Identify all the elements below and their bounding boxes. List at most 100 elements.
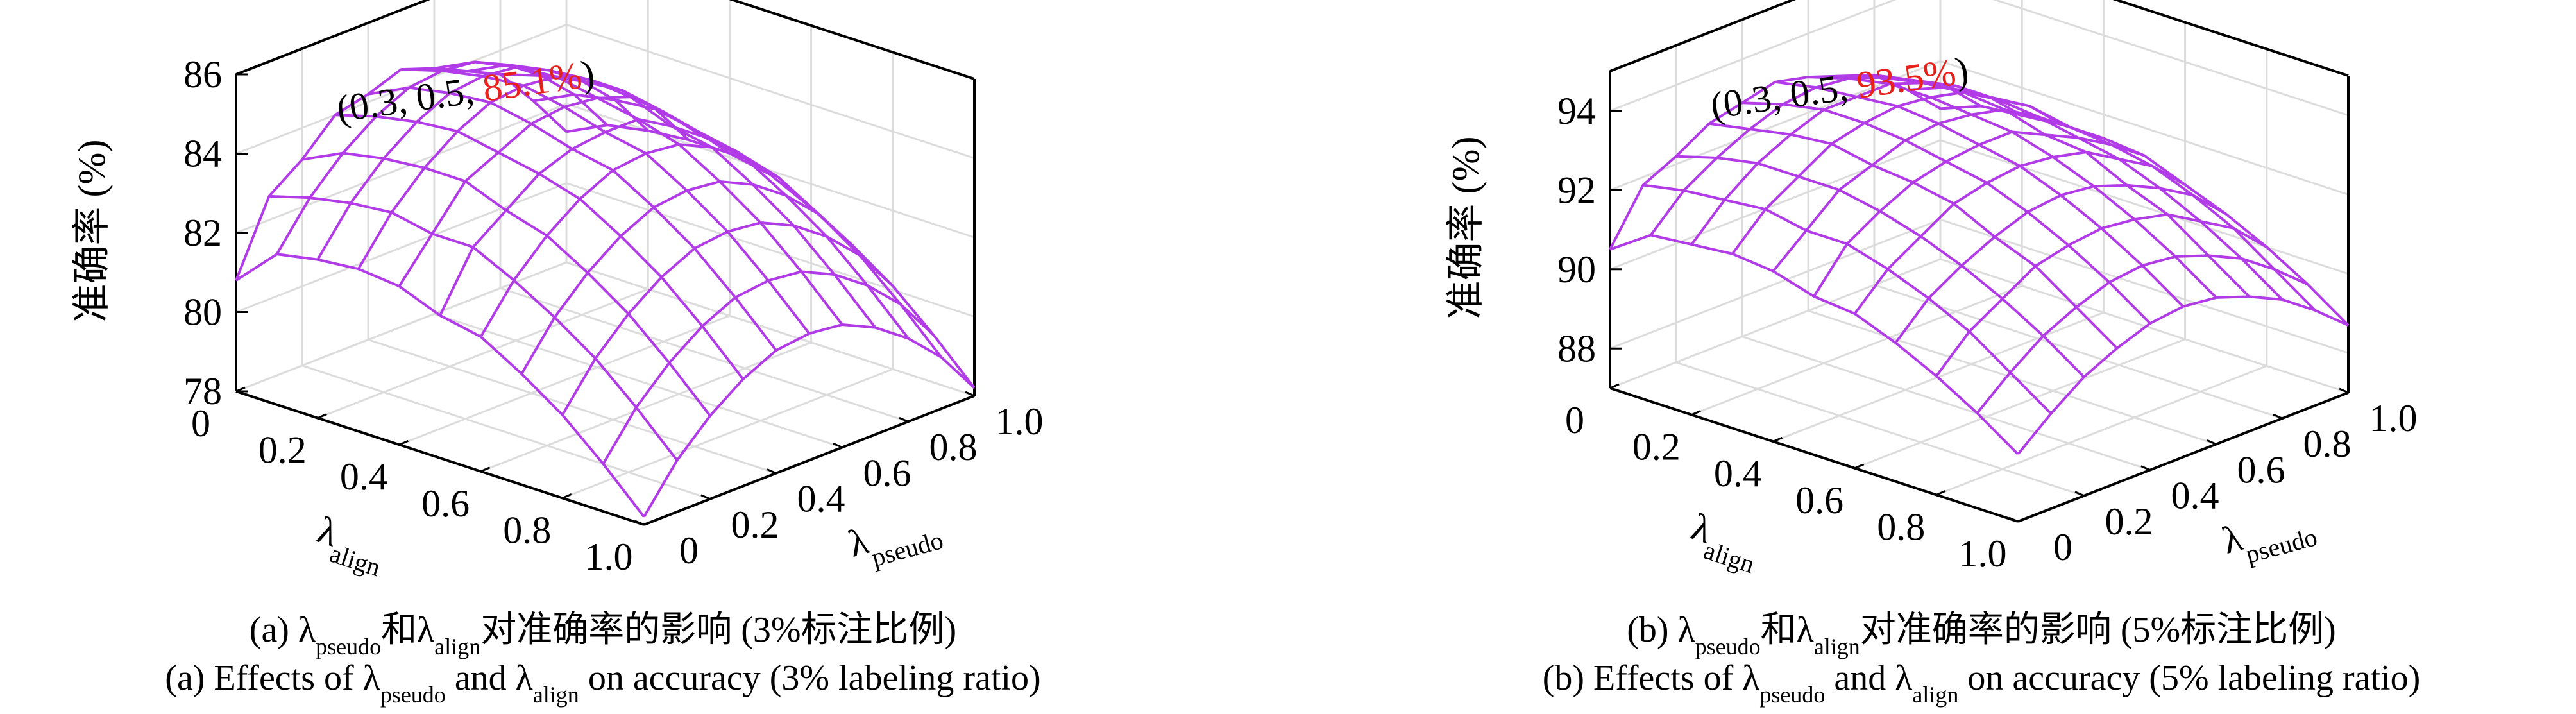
grid-line: [1691, 285, 2022, 416]
tick-mark: [767, 468, 777, 474]
x-tick-label: 0.4: [1714, 452, 1762, 495]
x-tick-label: 0.8: [1877, 506, 1925, 548]
y-tick-label: 0.4: [797, 478, 845, 520]
text-segment: pseudo: [1759, 682, 1825, 708]
text-segment: align: [1700, 535, 1758, 579]
surface-line: [1775, 80, 2184, 308]
grid-line: [1609, 0, 1897, 112]
highlight: 93.5%: [1854, 51, 1958, 106]
caption: (b) λpseudo和λalign对准确率的影响 (5%标注比例): [1627, 610, 2336, 659]
x-axis-label: λalign: [1682, 506, 1766, 579]
tick-mark: [2339, 387, 2349, 394]
z-tick-label: 92: [1557, 169, 1596, 211]
grid-line: [1940, 258, 2349, 394]
text-segment: pseudo: [1695, 634, 1761, 659]
text-segment: (a) λ: [250, 610, 316, 650]
y-tick-label: 0: [679, 529, 699, 572]
y-axis-label: λpseudo: [2217, 497, 2319, 573]
tick-mark: [480, 466, 491, 473]
text-segment: align: [1814, 634, 1860, 659]
text-segment: (0.3, 0.5,: [1708, 65, 1860, 127]
grid-line: [1992, 0, 2349, 117]
z-axis-label: 准确率 (%): [71, 140, 113, 323]
grid-line: [566, 24, 975, 159]
tick-mark: [1772, 436, 1783, 443]
grid-line: [480, 341, 812, 473]
x-tick-label: 0.2: [258, 429, 307, 472]
tick-mark: [2140, 465, 2151, 471]
text-segment: (b) λ: [1627, 610, 1695, 650]
tick-mark: [2074, 491, 2085, 497]
tick-mark: [2008, 516, 2019, 523]
tick-mark: [833, 443, 843, 448]
tick-mark: [398, 439, 409, 446]
tick-mark: [2017, 516, 2028, 523]
grid-line: [235, 103, 567, 234]
tick-mark: [1854, 463, 1865, 470]
axis-line: [2017, 391, 2349, 523]
tick-mark: [1691, 410, 1701, 416]
surface-line: [398, 96, 731, 287]
y-tick-label: 0.8: [929, 426, 978, 468]
surface-line: [1741, 101, 2151, 325]
grid-line: [566, 103, 975, 239]
grid-line: [500, 287, 909, 423]
text-segment: 对准确率的影响 (5%标注比例): [1860, 610, 2336, 650]
text-segment: align: [533, 682, 579, 708]
grid-line: [1675, 361, 2085, 497]
y-tick-label: 0.2: [731, 504, 779, 546]
x-tick-label: 0.8: [503, 509, 551, 551]
grid-line: [1874, 284, 2283, 420]
x-tick-label: 0.6: [421, 482, 470, 525]
axis-line: [235, 0, 430, 76]
surface-line: [235, 253, 645, 518]
grid-line: [566, 182, 975, 318]
text-segment: 和λ: [1761, 610, 1814, 650]
grid-line: [1741, 336, 2151, 472]
grid-line: [1940, 139, 2349, 275]
surface-line: [1841, 74, 2250, 298]
grid-line: [434, 312, 843, 448]
z-tick-label: 84: [183, 133, 222, 175]
surface-line: [500, 72, 910, 339]
z-tick-label: 90: [1557, 248, 1596, 291]
grid-line: [1940, 218, 2349, 354]
text-segment: pseudo: [380, 682, 446, 708]
grid-line: [1609, 258, 1941, 389]
text-segment: pseudo: [2242, 522, 2320, 569]
tick-mark: [643, 520, 654, 526]
x-tick-label: 0: [191, 402, 210, 445]
x-tick-label: 1.0: [1959, 532, 2007, 575]
tick-mark: [2273, 413, 2283, 420]
surface-line: [561, 221, 894, 416]
text-segment: 和λ: [381, 610, 434, 650]
surface-line: [269, 194, 679, 461]
text-segment: pseudo: [869, 525, 946, 572]
surface-line: [1935, 213, 2267, 377]
tick-mark: [899, 416, 909, 423]
x-tick-label: 0.4: [340, 455, 388, 498]
grid-line: [566, 261, 975, 397]
tick-mark: [317, 413, 327, 419]
tick-mark: [2207, 439, 2217, 445]
z-tick-label: 86: [183, 53, 222, 96]
caption: (a) Effects of λpseudo and λalign on acc…: [165, 658, 1040, 708]
tick-mark: [235, 386, 246, 393]
y-tick-label: 0.6: [863, 452, 911, 494]
tick-mark: [634, 520, 645, 526]
z-tick-label: 78: [183, 370, 222, 412]
text-segment: on accuracy (5% labeling ratio): [1958, 658, 2420, 698]
grid-line: [317, 288, 648, 419]
text-segment: align: [434, 634, 480, 659]
tick-mark: [700, 494, 711, 500]
surface-line: [1907, 86, 2316, 312]
grid-line: [301, 364, 711, 500]
surface-line: [533, 93, 943, 359]
grid-line: [1609, 139, 1941, 271]
x-axis-label: λalign: [309, 509, 392, 582]
caption: (b) Effects of λpseudo and λalign on acc…: [1543, 658, 2421, 708]
surface-line: [1940, 105, 2350, 327]
grid-line: [1940, 60, 2349, 196]
grid-line: [368, 339, 777, 475]
z-tick-label: 80: [183, 291, 222, 334]
